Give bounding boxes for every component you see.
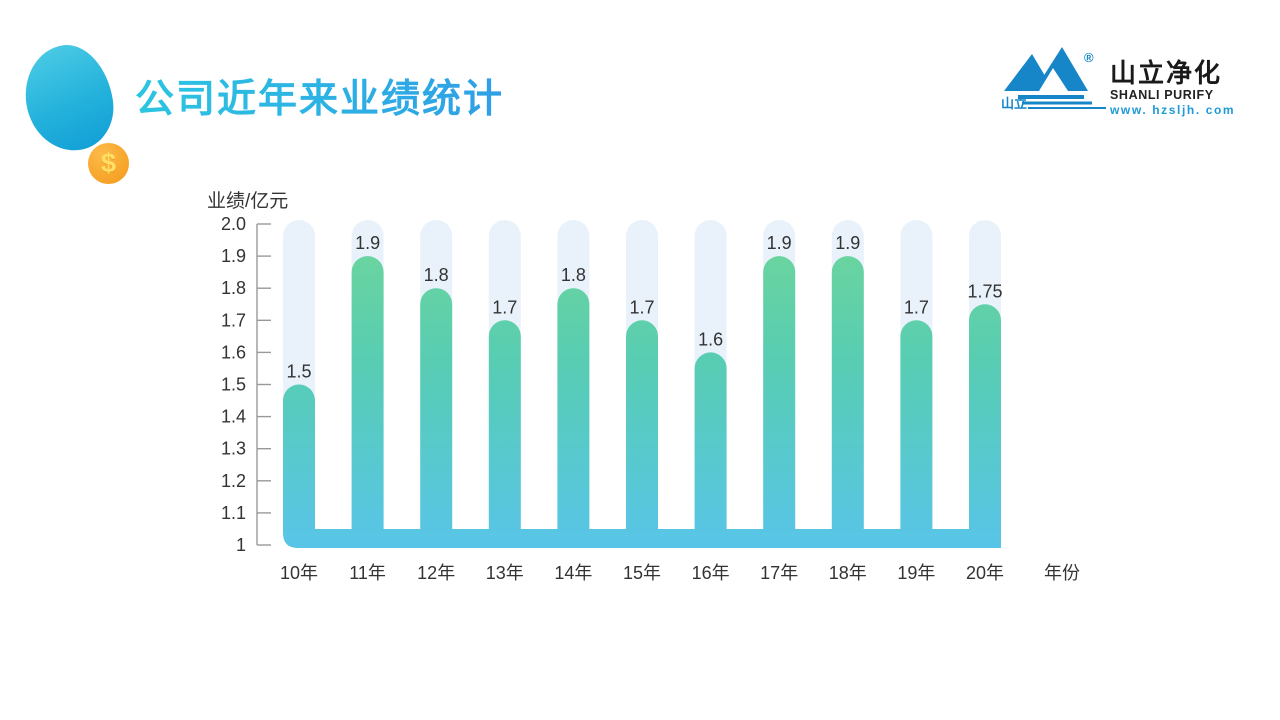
bar-value-label: 1.9 [835, 233, 860, 253]
bar-base-strip [283, 529, 1001, 548]
y-tick-label: 1.6 [221, 342, 246, 362]
bar [763, 256, 796, 548]
y-axis-title: 业绩/亿元 [207, 190, 288, 212]
bar-value-label: 1.7 [904, 297, 929, 317]
y-tick-label: 1.7 [221, 310, 246, 330]
y-tick-label: 1.9 [221, 246, 246, 266]
y-tick-label: 1.8 [221, 278, 246, 298]
x-tick-label: 11年 [349, 563, 386, 583]
y-tick-label: 1 [236, 535, 246, 555]
mountain-logo-icon: ® 山立 [1001, 47, 1106, 111]
bar-value-label: 1.9 [355, 233, 380, 253]
y-tick-label: 1.5 [221, 375, 246, 395]
x-tick-label: 10年 [280, 563, 318, 583]
bar [283, 384, 315, 548]
x-axis-title: 年份 [1044, 563, 1080, 583]
x-tick-label: 12年 [417, 563, 455, 583]
bar-value-label: 1.9 [767, 233, 792, 253]
bar-value-label: 1.7 [629, 297, 654, 317]
bar-value-label: 1.6 [698, 329, 723, 349]
y-tick-label: 1.3 [221, 439, 246, 459]
bar [831, 256, 864, 548]
bar [969, 304, 1001, 548]
registered-mark: ® [1084, 50, 1094, 65]
bar-value-label: 1.8 [561, 265, 586, 285]
coin-icon: $ [88, 143, 129, 184]
y-tick-label: 1.4 [221, 407, 246, 427]
bar [351, 256, 384, 548]
dollar-symbol: $ [100, 148, 117, 178]
x-tick-label: 18年 [829, 563, 867, 583]
x-tick-label: 16年 [692, 563, 730, 583]
bar [694, 352, 727, 548]
y-tick-label: 2.0 [221, 214, 246, 234]
bar [488, 320, 521, 548]
y-tick-label: 1.1 [221, 503, 246, 523]
bar-value-label: 1.7 [492, 297, 517, 317]
x-tick-label: 19年 [897, 563, 935, 583]
bar-value-label: 1.75 [967, 281, 1002, 301]
bar [900, 320, 933, 548]
company-logo: ® 山立 山立净化 SHANLI PURIFY www. hzsljh. com [1000, 42, 1236, 124]
x-tick-label: 20年 [966, 563, 1004, 583]
x-tick-label: 14年 [554, 563, 592, 583]
page-title: 公司近年来业绩统计 [135, 68, 504, 124]
bar-value-label: 1.8 [424, 265, 449, 285]
x-tick-label: 13年 [486, 563, 524, 583]
bar [626, 320, 658, 548]
y-tick-label: 1.2 [221, 471, 246, 491]
x-tick-label: 15年 [623, 563, 661, 583]
bar-value-label: 1.5 [286, 362, 311, 382]
logo-name-en: SHANLI PURIFY [1110, 88, 1214, 103]
logo-mark-cn: 山立 [1001, 96, 1027, 111]
bar [420, 288, 453, 548]
x-tick-label: 17年 [760, 563, 798, 583]
bar [557, 288, 590, 548]
logo-name-cn: 山立净化 [1110, 58, 1223, 88]
logo-website: www. hzsljh. com [1110, 103, 1236, 118]
